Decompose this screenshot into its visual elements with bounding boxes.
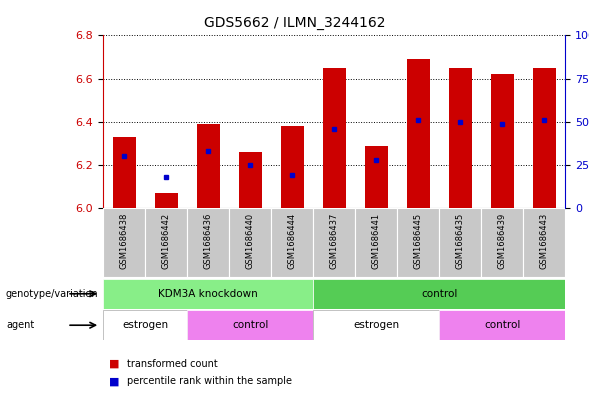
Text: control: control — [421, 289, 458, 299]
Text: genotype/variation: genotype/variation — [6, 289, 98, 299]
Bar — [271, 208, 313, 277]
Text: GSM1686436: GSM1686436 — [204, 213, 213, 270]
Text: GSM1686438: GSM1686438 — [120, 213, 128, 270]
Bar — [154, 193, 178, 208]
Bar — [449, 68, 472, 208]
Bar — [313, 310, 439, 340]
Text: GSM1686440: GSM1686440 — [246, 213, 254, 269]
Text: GSM1686445: GSM1686445 — [414, 213, 423, 269]
Bar — [524, 208, 565, 277]
Bar — [197, 124, 220, 208]
Bar — [229, 208, 271, 277]
Bar — [187, 208, 229, 277]
Text: GSM1686437: GSM1686437 — [330, 213, 339, 270]
Text: ■: ■ — [109, 358, 120, 369]
Bar — [439, 208, 481, 277]
Bar — [103, 310, 187, 340]
Bar — [103, 279, 313, 309]
Text: estrogen: estrogen — [122, 320, 168, 330]
Bar — [398, 208, 439, 277]
Bar — [313, 208, 355, 277]
Bar — [323, 68, 346, 208]
Text: KDM3A knockdown: KDM3A knockdown — [158, 289, 258, 299]
Bar — [313, 279, 565, 309]
Text: GDS5662 / ILMN_3244162: GDS5662 / ILMN_3244162 — [204, 16, 385, 30]
Bar — [439, 310, 565, 340]
Text: GSM1686443: GSM1686443 — [540, 213, 549, 270]
Bar — [239, 152, 262, 208]
Bar — [281, 126, 304, 208]
Bar — [481, 208, 524, 277]
Bar — [187, 310, 313, 340]
Text: control: control — [232, 320, 269, 330]
Bar — [145, 208, 187, 277]
Text: estrogen: estrogen — [353, 320, 399, 330]
Text: ■: ■ — [109, 376, 120, 386]
Text: GSM1686441: GSM1686441 — [372, 213, 381, 269]
Text: GSM1686435: GSM1686435 — [456, 213, 465, 270]
Text: GSM1686442: GSM1686442 — [161, 213, 171, 269]
Bar — [112, 137, 135, 208]
Bar — [533, 68, 556, 208]
Text: agent: agent — [6, 320, 34, 330]
Text: transformed count: transformed count — [127, 358, 217, 369]
Bar — [365, 145, 388, 208]
Text: percentile rank within the sample: percentile rank within the sample — [127, 376, 292, 386]
Text: control: control — [484, 320, 521, 330]
Text: GSM1686444: GSM1686444 — [287, 213, 297, 269]
Bar — [491, 74, 514, 208]
Text: GSM1686439: GSM1686439 — [498, 213, 507, 270]
Bar — [355, 208, 398, 277]
Bar — [407, 59, 430, 208]
Bar — [103, 208, 145, 277]
